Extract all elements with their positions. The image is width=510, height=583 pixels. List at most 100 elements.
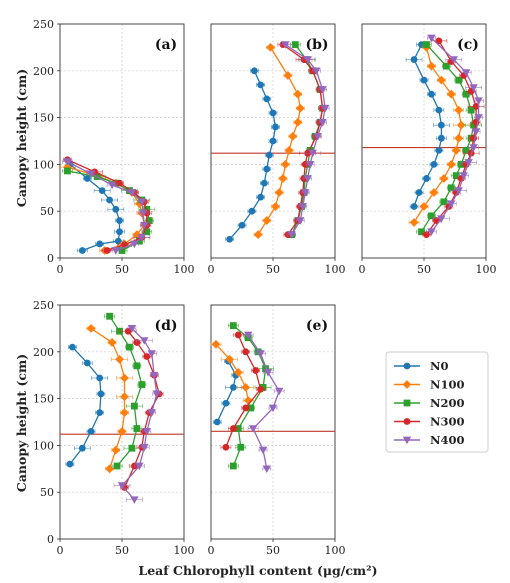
data-point — [96, 374, 104, 382]
data-point — [269, 137, 277, 145]
data-point — [251, 67, 258, 75]
legend-label: N100 — [430, 378, 465, 392]
legend-marker — [403, 362, 411, 370]
data-point — [461, 69, 471, 77]
panel-e: 0 50 100 (e) — [208, 304, 346, 557]
data-point — [114, 237, 122, 245]
data-point — [303, 175, 312, 183]
legend-label: N0 — [430, 359, 449, 373]
series-n0 — [65, 161, 125, 254]
data-point — [470, 121, 477, 129]
data-point — [454, 133, 464, 143]
series-line — [69, 163, 121, 252]
data-point — [107, 338, 117, 347]
data-point — [288, 131, 298, 141]
legend-item-n100: N100 — [394, 378, 465, 392]
data-point — [457, 161, 465, 168]
data-point — [257, 193, 264, 201]
data-point — [301, 189, 310, 197]
x-tick-label: 50 — [115, 544, 129, 557]
panel-label: (c) — [457, 37, 479, 53]
data-point — [437, 215, 446, 223]
data-point — [258, 446, 268, 455]
y-axis-label-top: Canopy height (cm) — [14, 69, 29, 207]
data-point — [415, 189, 423, 196]
data-point — [106, 196, 113, 204]
x-tick-label: 100 — [476, 263, 497, 276]
x-tick-label: 100 — [174, 544, 195, 557]
data-point — [64, 167, 71, 175]
data-point — [116, 228, 123, 236]
data-point — [124, 327, 132, 335]
data-point — [427, 61, 436, 71]
data-point — [103, 247, 111, 254]
data-point — [127, 325, 137, 333]
x-tick-label: 0 — [208, 544, 215, 557]
series-line — [216, 360, 237, 423]
panel-a: 0 50 100 0 50 100 150 200 250 (a) — [33, 18, 195, 276]
data-point — [436, 75, 446, 85]
data-point — [318, 118, 327, 127]
data-point — [211, 339, 221, 349]
legend-label: N200 — [430, 396, 465, 410]
panel-label: (d) — [154, 318, 177, 334]
data-point — [78, 247, 86, 254]
data-point — [237, 443, 245, 451]
data-point — [263, 369, 273, 377]
data-point — [313, 132, 322, 141]
data-point — [437, 134, 445, 142]
data-point — [271, 202, 280, 211]
data-point — [248, 207, 256, 215]
data-point — [435, 146, 443, 154]
data-point — [420, 76, 428, 84]
y-tick-label: 250 — [33, 18, 54, 31]
data-point — [446, 160, 456, 169]
data-point — [137, 198, 147, 207]
data-point — [447, 200, 456, 208]
data-point — [456, 120, 466, 130]
data-point — [131, 402, 138, 410]
data-point — [253, 230, 263, 239]
series-n400 — [280, 41, 330, 239]
data-point — [127, 189, 137, 197]
data-point — [120, 373, 129, 383]
legend-item-n400: N400 — [394, 433, 465, 447]
data-point — [133, 339, 141, 346]
data-point — [145, 217, 153, 224]
panel-b: 0 50 100 (b) — [208, 23, 346, 276]
series-n400 — [242, 331, 285, 473]
legend: N0 N100 N200 N300 N400 — [385, 351, 489, 453]
y-axis-label-bottom: Canopy height (cm) — [14, 354, 29, 492]
y-tick-label: 0 — [47, 533, 54, 546]
data-point — [293, 117, 303, 127]
y-tick-label: 150 — [33, 112, 54, 125]
data-point — [454, 105, 464, 115]
data-point — [474, 114, 483, 122]
data-point — [298, 203, 307, 211]
data-point — [63, 158, 72, 166]
data-point — [130, 496, 139, 504]
y-tick-label: 250 — [33, 299, 54, 312]
x-tick-label: 50 — [115, 263, 129, 276]
data-point — [116, 217, 123, 224]
x-axis-label: Leaf Chlorophyll content (μg/cm²) — [138, 563, 377, 578]
data-point — [430, 161, 438, 168]
data-point — [133, 362, 141, 370]
data-point — [262, 216, 272, 225]
series-line — [247, 334, 280, 469]
series-n100 — [210, 339, 255, 405]
panel-label: (a) — [155, 37, 177, 53]
data-point — [98, 187, 106, 195]
series-n0 — [65, 343, 109, 468]
data-point — [63, 162, 72, 172]
data-point — [269, 109, 277, 117]
series-n400 — [426, 34, 484, 236]
data-point — [471, 128, 481, 136]
data-point — [96, 409, 104, 417]
data-point — [454, 187, 463, 195]
legend-marker — [403, 418, 411, 425]
series-line — [109, 315, 143, 467]
data-point — [242, 348, 250, 356]
legend-item-n200: N200 — [394, 396, 465, 410]
data-point — [472, 102, 480, 110]
